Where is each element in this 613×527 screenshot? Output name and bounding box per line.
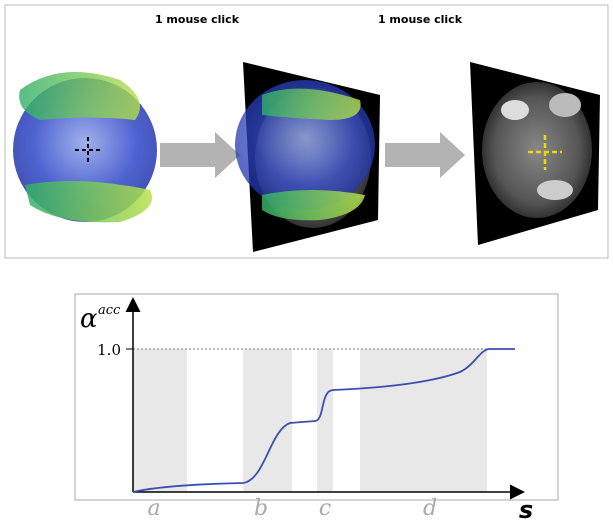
region-bands	[133, 349, 487, 492]
y-tick-label: 1.0	[97, 341, 121, 359]
region-label: c	[319, 496, 331, 521]
arrow	[385, 132, 465, 178]
mri-slice	[470, 62, 600, 245]
x-axis-label: s	[519, 496, 533, 524]
region-label: a	[147, 496, 160, 521]
curve	[132, 348, 515, 493]
arrow	[160, 132, 240, 178]
region-label: d	[423, 496, 437, 521]
region-label: b	[254, 496, 268, 521]
y-axis-label: α	[80, 304, 98, 334]
slice-overlay	[235, 62, 380, 252]
step-label: 1 mouse click	[378, 13, 463, 26]
volume-render	[13, 72, 157, 223]
y-axis-label-sup: acc	[98, 303, 121, 318]
step-label: 1 mouse click	[155, 13, 240, 26]
